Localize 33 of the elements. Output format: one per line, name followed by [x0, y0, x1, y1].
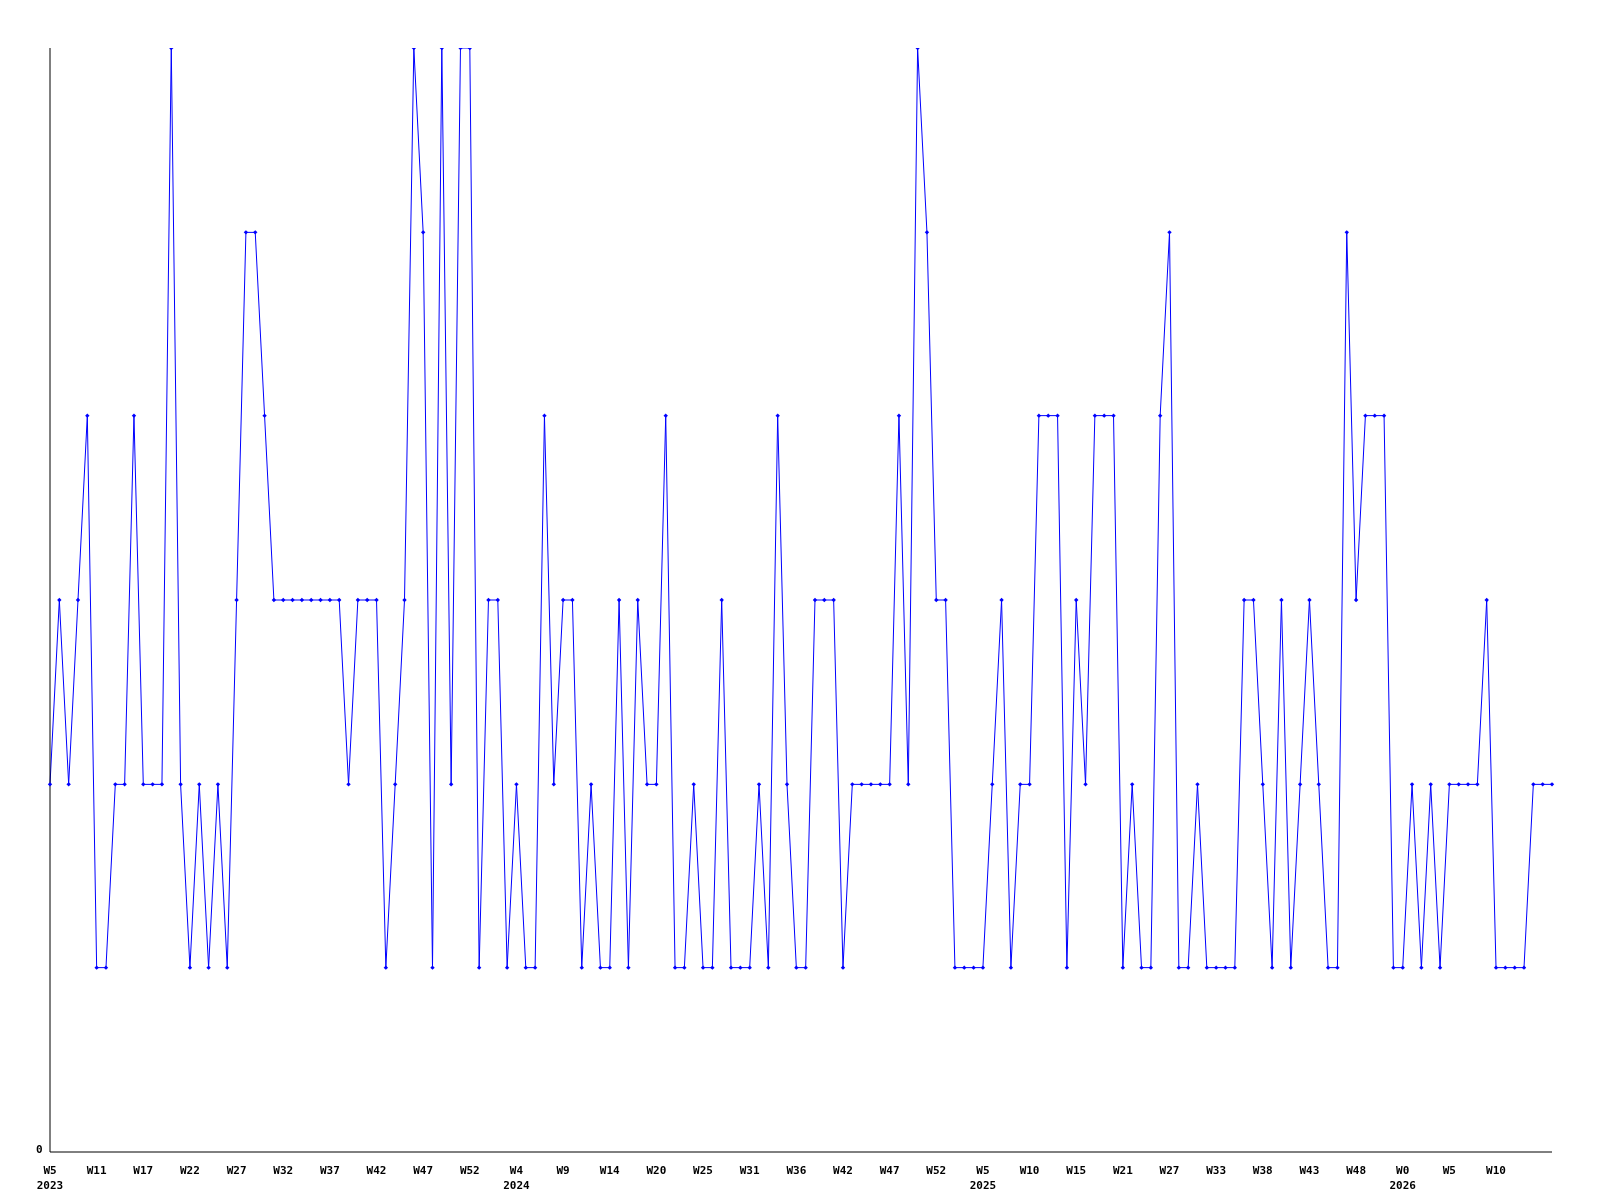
x-tick-label: W42: [833, 1164, 853, 1177]
x-tick-label: W25: [693, 1164, 713, 1177]
x-tick-label: W42: [366, 1164, 387, 1177]
x-tick-label: W4 2024: [503, 1164, 531, 1192]
x-tick-label: W9: [556, 1164, 570, 1177]
x-tick-label: W10: [1486, 1164, 1506, 1177]
x-tick-label: W38: [1252, 1164, 1273, 1177]
x-tick-label: W17: [133, 1164, 154, 1177]
x-tick-label: W43: [1299, 1164, 1320, 1177]
x-tick-label: W11: [86, 1164, 107, 1177]
x-tick-label: W5 2023: [36, 1164, 64, 1192]
x-tick-label: W48: [1346, 1164, 1367, 1177]
x-tick-label: W47: [879, 1164, 900, 1177]
x-tick-label: W21: [1112, 1164, 1134, 1177]
x-tick-label: W36: [786, 1164, 807, 1177]
x-tick-label: W14: [599, 1164, 621, 1177]
x-tick-label: W52: [926, 1164, 947, 1177]
x-tick-label: W32: [273, 1164, 294, 1177]
x-tick-label: W5 2025: [969, 1164, 997, 1192]
x-tick-label: W31: [739, 1164, 760, 1177]
x-tick-label: W33: [1206, 1164, 1227, 1177]
x-tick-label: W27: [1159, 1164, 1180, 1177]
text: 0: [36, 1143, 43, 1156]
x-tick-label: W52: [459, 1164, 480, 1177]
x-tick-label: W0 2026: [1389, 1164, 1417, 1192]
x-tick-label: W47: [413, 1164, 434, 1177]
x-tick-label: W10: [1019, 1164, 1040, 1177]
x-tick-label: W22: [180, 1164, 200, 1177]
x-tick-label: W37: [319, 1164, 340, 1177]
x-tick-label: W5: [1442, 1164, 1456, 1177]
x-tick-label: W20: [646, 1164, 667, 1177]
x-tick-label: W27: [226, 1164, 247, 1177]
x-tick-label: W15: [1066, 1164, 1087, 1177]
